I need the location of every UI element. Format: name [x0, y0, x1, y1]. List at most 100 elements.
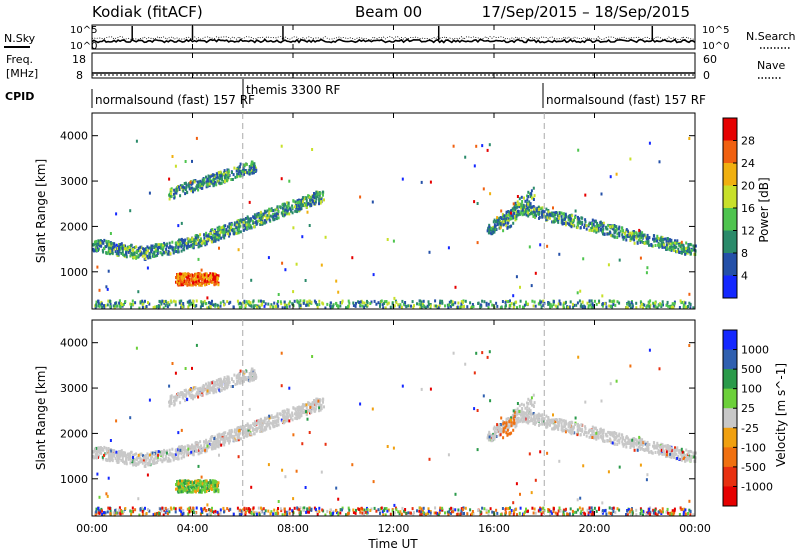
power-echo [504, 300, 507, 304]
power-echo [595, 224, 598, 228]
power-echo [98, 244, 101, 248]
power-echo [226, 225, 229, 229]
power-echo [202, 278, 205, 282]
power-echo [525, 204, 528, 207]
power-echo [252, 216, 255, 219]
power-echo [234, 175, 237, 179]
power-echo [527, 190, 530, 194]
power-echo [237, 167, 240, 170]
power-echo [208, 237, 210, 241]
power-echo [532, 198, 535, 201]
power-echo [199, 184, 202, 188]
power-echo [257, 299, 260, 303]
power-echo [321, 190, 324, 194]
power-echo [179, 275, 182, 279]
power-echo [504, 304, 507, 308]
velocity-echo [261, 423, 264, 427]
velocity-echo [297, 414, 300, 418]
power-echo [97, 299, 100, 303]
velocity-echo [632, 440, 635, 444]
power-echo [233, 232, 236, 236]
power-echo [682, 303, 685, 307]
velocity-echo [223, 443, 226, 447]
power-echo [213, 177, 216, 181]
power-echo [316, 303, 319, 307]
power-echo [248, 219, 251, 223]
power-echo [681, 243, 684, 247]
power-echo [109, 232, 112, 235]
power-echo [404, 301, 407, 304]
power-echo [595, 227, 598, 230]
power-echo [103, 238, 106, 242]
power-echo [533, 207, 536, 211]
power-echo [635, 301, 638, 305]
power-echo [499, 216, 502, 219]
power-echo [118, 247, 120, 251]
velocity-echo [169, 451, 172, 455]
velocity-echo [609, 438, 612, 442]
power-echo [592, 227, 595, 231]
velocity-echo [618, 438, 621, 442]
power-echo [114, 301, 117, 305]
power-echo [253, 213, 256, 217]
velocity-echo [658, 452, 661, 456]
power-echo [542, 303, 545, 307]
power-echo [500, 217, 503, 220]
power-echo [288, 179, 291, 183]
velocity-echo [291, 418, 294, 422]
power-echo [258, 219, 261, 222]
power-echo [609, 225, 611, 229]
velocity-echo [132, 456, 134, 459]
power-echo [583, 304, 585, 308]
nave-y-bottom: 0 [703, 69, 710, 82]
power-echo [105, 251, 108, 255]
velocity-echo [214, 383, 217, 387]
power-echo [154, 248, 157, 251]
velocity-echo [190, 393, 193, 397]
power-echo [163, 241, 166, 245]
velocity-echo [313, 399, 315, 402]
power-echo [323, 198, 325, 202]
power-echo [243, 218, 246, 222]
power-echo [552, 303, 555, 307]
power-echo [189, 273, 192, 277]
power-echo [618, 301, 621, 305]
power-echo [222, 172, 225, 176]
power-echo [615, 172, 618, 176]
power-echo [180, 221, 183, 225]
velocity-echo [310, 402, 313, 406]
power-echo [111, 248, 113, 252]
power-echo [565, 300, 567, 304]
power-echo [217, 238, 220, 242]
power-echo [195, 272, 198, 276]
power-echo [106, 251, 109, 255]
power-echo [576, 301, 579, 305]
velocity-echo [177, 487, 180, 490]
power-echo [624, 232, 626, 236]
power-echo [615, 225, 618, 229]
velocity-echo [193, 447, 196, 451]
power-echo [196, 282, 199, 285]
power-echo [206, 177, 209, 181]
velocity-echo [248, 372, 251, 375]
power-echo [253, 167, 256, 170]
power-echo [237, 227, 240, 231]
velocity-echo [129, 461, 132, 465]
power-echo [643, 233, 646, 237]
power-echo [570, 220, 573, 224]
power-echo [591, 222, 593, 226]
velocity-echo [247, 426, 250, 430]
velocity-echo [557, 423, 560, 427]
power-echo [276, 205, 279, 209]
power-echo [140, 246, 143, 250]
power-echo [226, 173, 229, 177]
power-echo [93, 240, 96, 244]
velocity-echo [248, 426, 251, 430]
velocity-echo [230, 430, 233, 434]
power-echo [173, 188, 176, 192]
power-echo [551, 304, 553, 308]
power-echo [279, 206, 282, 210]
velocity-echo [172, 399, 175, 403]
power-echo [606, 232, 609, 236]
power-echo [654, 301, 657, 305]
